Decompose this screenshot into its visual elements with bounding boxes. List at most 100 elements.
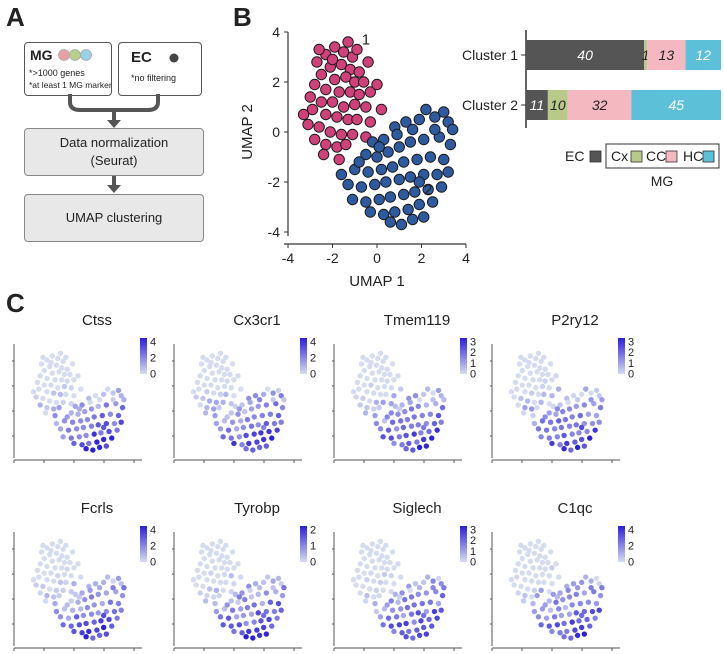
feature-plot-point (385, 615, 392, 621)
feature-plot-point (197, 373, 203, 379)
feature-plot-point (534, 592, 540, 599)
feature-plot-point (593, 412, 600, 419)
feature-plot-point (522, 375, 528, 382)
feature-plot-point (221, 559, 228, 566)
feature-plot-point (561, 432, 567, 439)
feature-plot-point (201, 555, 207, 562)
normalization-line1: Data normalization (59, 135, 169, 150)
feature-plot-point (68, 573, 74, 579)
feature-plot-point (557, 442, 563, 448)
feature-plot-point (193, 394, 199, 400)
feature-plot-point (51, 594, 57, 600)
umap-point-cluster-1 (313, 121, 325, 133)
umap-point-cluster-1 (342, 36, 354, 48)
feature-plot-point (49, 353, 56, 359)
feature-plot-colorbar-label: 0 (310, 369, 316, 381)
umap-point-cluster-2 (360, 148, 372, 161)
feature-plot-point (588, 396, 594, 403)
umap-point-cluster-1 (331, 111, 343, 123)
feature-plot-point (529, 390, 535, 396)
umap-point-cluster-1 (340, 71, 352, 83)
feature-plot-point (63, 391, 69, 398)
feature-plot-point (568, 447, 574, 453)
feature-plot-point (574, 396, 581, 403)
feature-plot-point (84, 416, 91, 423)
feature-plot-point (227, 371, 233, 378)
feature-plot-point (539, 418, 546, 424)
umap-point-cluster-2 (442, 166, 454, 178)
feature-plot-point (403, 634, 409, 640)
feature-plot-point (388, 410, 394, 416)
umap-point-cluster-2 (429, 123, 441, 136)
umap-point-cluster-2 (371, 151, 383, 163)
stackbar-value-label: 13 (659, 47, 675, 63)
feature-plot-point (201, 570, 207, 576)
feature-plot-point (364, 545, 370, 551)
feature-plot-point (402, 408, 408, 415)
feature-plot-point (258, 430, 264, 436)
feature-plot-point (364, 375, 370, 382)
feature-plot-point (79, 402, 85, 408)
feature-plot-point (233, 614, 240, 620)
feature-plot-point (68, 588, 74, 595)
feature-plot-point (592, 615, 598, 621)
feature-plot-point (254, 439, 260, 445)
feature-plot-point (380, 587, 386, 594)
feature-plot-point (435, 387, 442, 394)
feature-plot-point (63, 542, 69, 548)
feature-plot-point (78, 606, 84, 612)
feature-plot-point (377, 350, 384, 356)
feature-plot-point (194, 567, 201, 574)
feature-plot-point (67, 559, 73, 566)
feature-plot-point (441, 584, 447, 591)
feature-plot-point (211, 390, 217, 396)
feature-plot-point (248, 611, 255, 617)
feature-plot-point (519, 382, 525, 388)
feature-plot-point (60, 358, 66, 364)
feature-plot-point (61, 606, 68, 612)
feature-plot-point (37, 402, 43, 408)
feature-plot-point (224, 414, 230, 420)
feature-plot: 4 2 0 (12, 525, 156, 651)
feature-plot-point (95, 591, 101, 597)
ec-box-line1: *no filtering (131, 73, 177, 83)
feature-plot-point (381, 418, 388, 424)
feature-plot-point (380, 434, 386, 440)
feature-plot-point (68, 385, 74, 391)
umap-point-cluster-1 (364, 86, 377, 98)
feature-plot-point (221, 571, 228, 578)
feature-plot-point (83, 432, 89, 439)
feature-plot-point (554, 434, 561, 440)
feature-plot-point (565, 399, 571, 406)
feature-plot-point (557, 590, 563, 596)
feature-plot-point (72, 403, 78, 409)
feature-plot-point (258, 618, 264, 624)
feature-plot-point (224, 554, 230, 560)
feature-plot-point (542, 414, 548, 420)
feature-plot-point (238, 574, 244, 580)
feature-plot-colorbar-label: 2 (470, 535, 476, 547)
feature-plot-point (200, 395, 206, 402)
umap-point-cluster-2 (393, 141, 405, 153)
feature-plot-point (389, 549, 396, 555)
feature-plot-point (55, 355, 61, 362)
feature-plot-point (38, 361, 45, 367)
feature-plot-point (273, 588, 279, 595)
feature-plot-point (204, 545, 210, 551)
feature-plot-point (40, 354, 46, 360)
umap-point-cluster-2 (369, 178, 381, 191)
umap-point-cluster-1 (335, 58, 348, 71)
feature-plot-point (279, 592, 286, 599)
feature-plot-point (572, 627, 578, 633)
feature-plot-point (538, 546, 544, 552)
feature-plot-point (384, 378, 390, 384)
feature-plot-point (396, 434, 403, 440)
feature-plot-point (537, 377, 543, 383)
feature-plot-point (389, 419, 396, 425)
feature-plot-point (358, 549, 365, 555)
feature-plot-point (438, 581, 444, 587)
feature-plot-point (526, 382, 532, 388)
feature-plot-point (118, 607, 124, 613)
feature-plot-point (414, 439, 420, 445)
mg-box-line2: *at least 1 MG marker (29, 80, 112, 90)
